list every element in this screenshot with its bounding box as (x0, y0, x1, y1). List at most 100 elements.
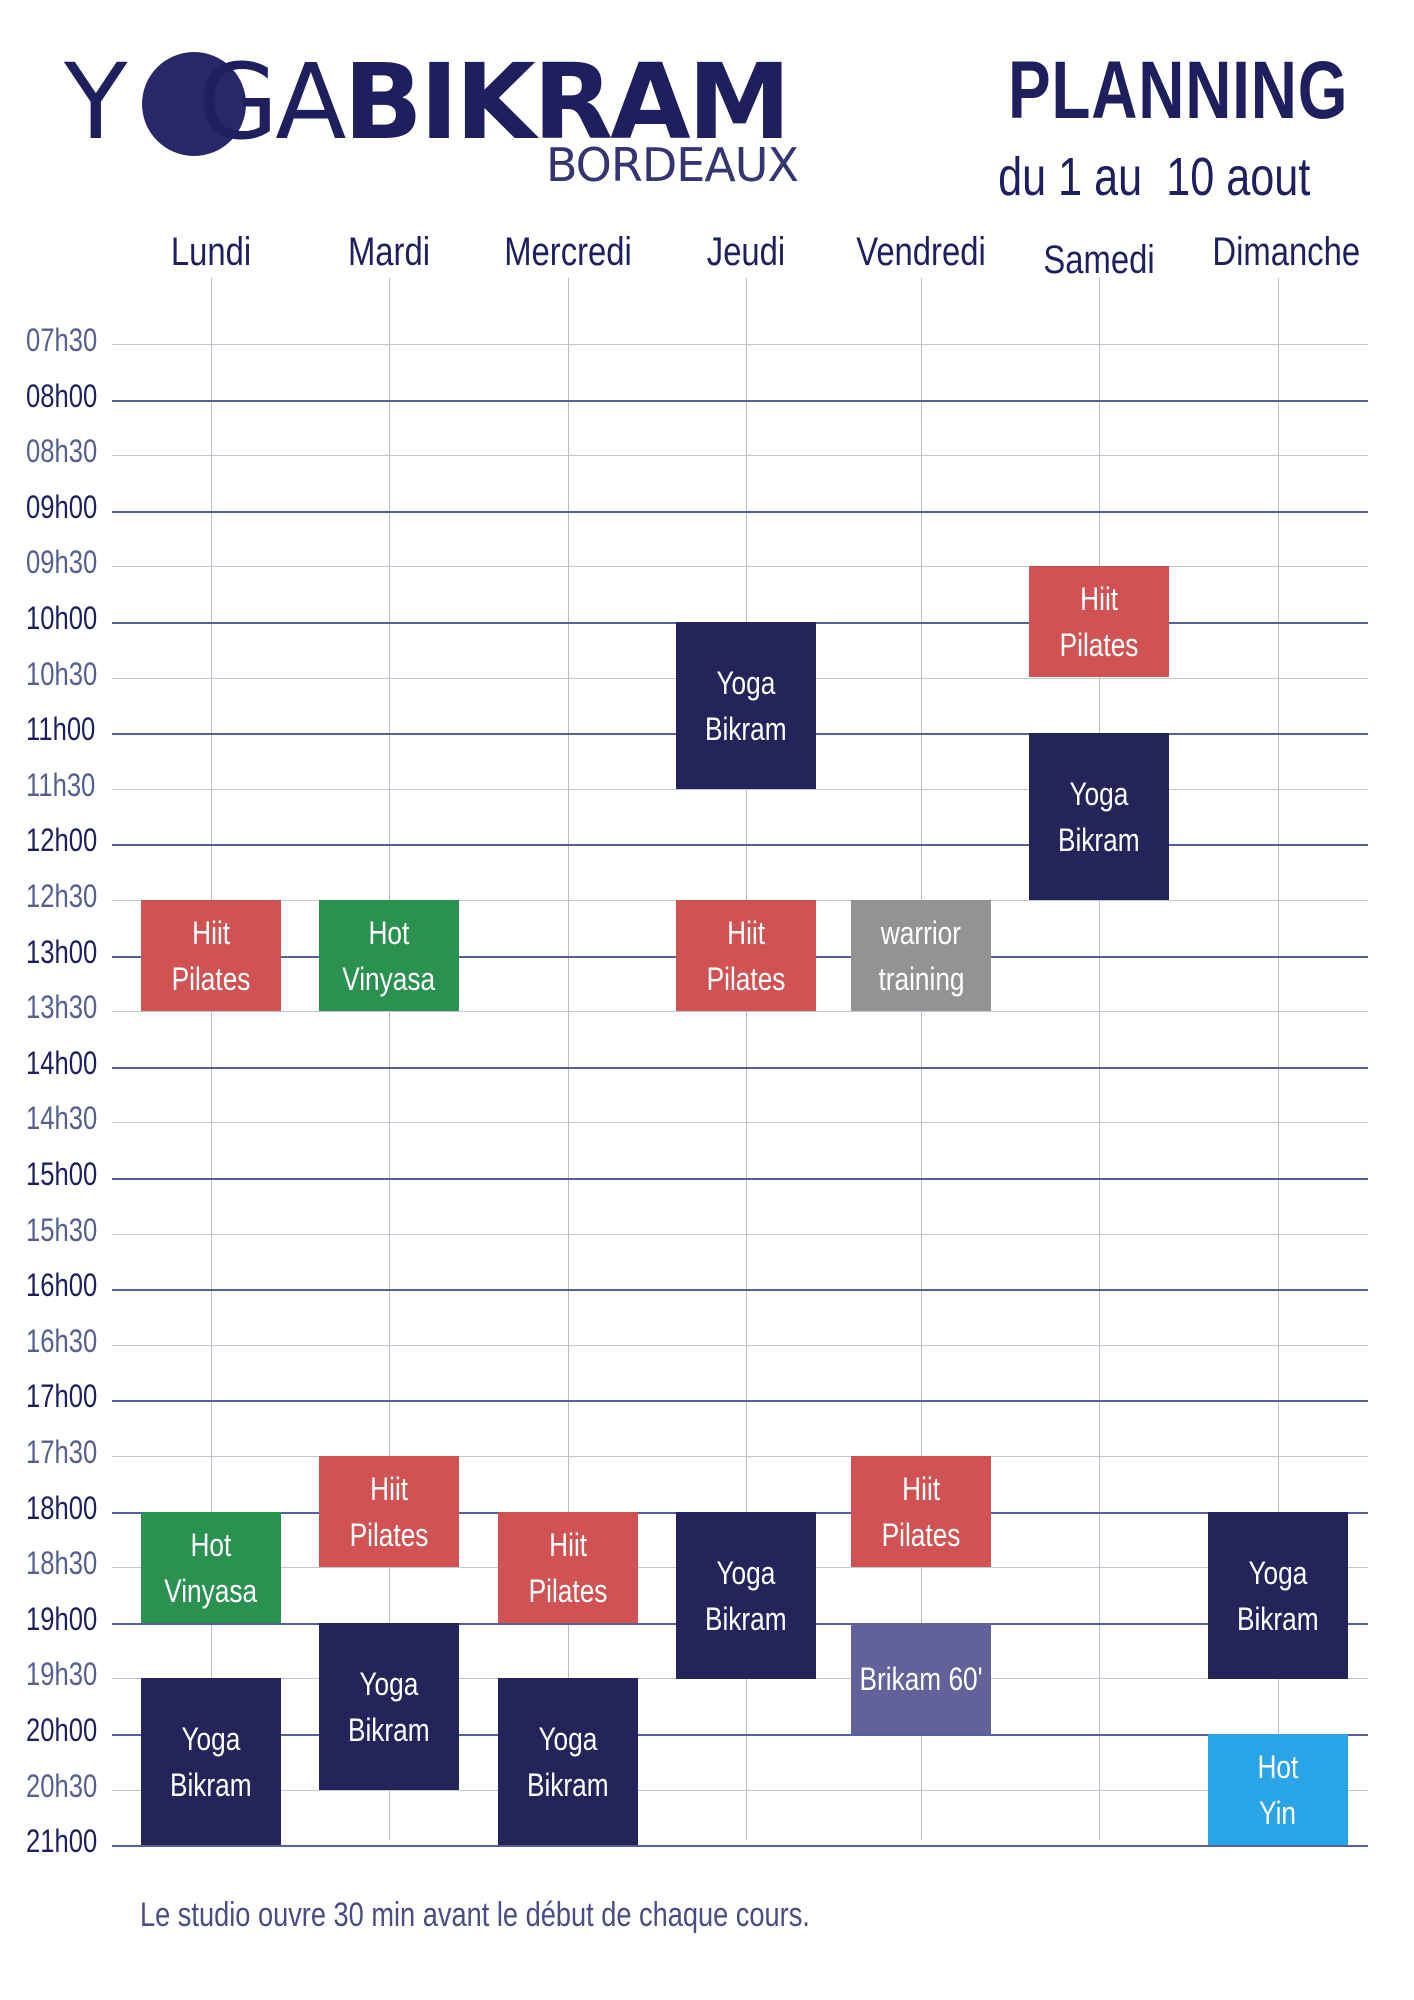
class-label: training (877, 960, 965, 997)
time-row-line (112, 455, 1368, 456)
class-label: Bikram (1058, 821, 1140, 858)
time-row-line (112, 1734, 1368, 1736)
time-label: 09h30 (26, 544, 98, 580)
class-label: Hiit (902, 1470, 940, 1507)
class-label: Bikram (527, 1766, 609, 1803)
time-label: 17h00 (26, 1378, 98, 1414)
day-column-line (746, 278, 747, 1840)
day-header: Samedi (1043, 238, 1155, 282)
class-label: Yoga (181, 1720, 241, 1757)
class-block[interactable]: Hot Vinyasa (319, 900, 459, 1011)
class-block[interactable]: Yoga Bikram (676, 622, 816, 789)
time-row-line (112, 844, 1368, 846)
footer-note: Le studio ouvre 30 min avant le début de… (140, 1896, 810, 1934)
day-column-line (389, 278, 390, 1840)
time-row-line (112, 1456, 1368, 1457)
class-label: Pilates (528, 1572, 608, 1609)
day-header: Lundi (170, 230, 252, 274)
class-label: Bikram (348, 1711, 430, 1748)
logo-wordmark: YOGABIKRAM (64, 50, 791, 154)
class-label: Pilates (171, 960, 251, 997)
class-label: Bikram (170, 1766, 252, 1803)
time-label: 15h00 (26, 1156, 98, 1192)
class-label: Pilates (881, 1516, 961, 1553)
class-block[interactable]: Hot Vinyasa (141, 1512, 281, 1623)
day-header: Mardi (347, 230, 431, 274)
class-block[interactable]: Yoga Bikram (1208, 1512, 1348, 1679)
day-column-line (1099, 278, 1100, 1840)
class-block[interactable]: Yoga Bikram (498, 1678, 638, 1845)
class-label: Yoga (716, 664, 776, 701)
time-label: 17h30 (26, 1434, 98, 1470)
logo-word-y: Y (64, 41, 122, 163)
time-label: 20h00 (26, 1712, 98, 1748)
class-block[interactable]: Hot Yin (1208, 1734, 1348, 1845)
time-row-line (112, 511, 1368, 513)
logo-word-ga: GA (197, 41, 347, 163)
time-row-line (112, 1178, 1368, 1180)
class-block[interactable]: Hiit Pilates (141, 900, 281, 1011)
time-label: 12h30 (26, 878, 98, 914)
class-block[interactable]: Yoga Bikram (141, 1678, 281, 1845)
time-label: 20h30 (26, 1768, 98, 1804)
time-label: 14h30 (26, 1100, 98, 1136)
class-label: Yoga (1069, 775, 1129, 812)
class-label: Hot (1257, 1748, 1299, 1785)
class-label: Yoga (716, 1554, 776, 1591)
class-label: Brikam 60' (859, 1660, 983, 1697)
time-label: 09h00 (26, 489, 98, 525)
class-block[interactable]: Yoga Bikram (1029, 733, 1169, 900)
class-label: Hot (368, 914, 410, 951)
day-column-line (921, 278, 922, 1840)
time-row-line (112, 1790, 1368, 1791)
time-label: 13h00 (26, 934, 98, 970)
day-column-line (1278, 278, 1279, 1840)
class-label: Yin (1259, 1794, 1297, 1831)
class-label: Hiit (192, 914, 230, 951)
time-row-line (112, 566, 1368, 567)
time-label: 18h30 (26, 1545, 98, 1581)
class-label: Hiit (1080, 580, 1118, 617)
class-block[interactable]: warrior training (851, 900, 991, 1011)
class-label: Pilates (1059, 626, 1139, 663)
time-label: 13h30 (26, 989, 98, 1025)
date-range: du 1 au 10 aout (997, 147, 1310, 207)
class-block[interactable]: Hiit Pilates (1029, 566, 1169, 677)
class-label: Yoga (359, 1665, 419, 1702)
class-label: Vinyasa (164, 1572, 258, 1609)
day-header: Vendredi (856, 230, 986, 274)
class-label: Hiit (727, 914, 765, 951)
class-label: Hiit (370, 1470, 408, 1507)
time-row-line (112, 1400, 1368, 1402)
day-column-line (211, 278, 212, 1840)
time-row-line (112, 1345, 1368, 1346)
time-label: 19h30 (26, 1656, 98, 1692)
class-label: Bikram (705, 710, 787, 747)
time-row-line (112, 1122, 1368, 1123)
class-block[interactable]: Hiit Pilates (319, 1456, 459, 1567)
time-label: 07h30 (26, 322, 98, 358)
time-label: 10h30 (26, 656, 98, 692)
class-block[interactable]: Hiit Pilates (498, 1512, 638, 1623)
time-row-line (112, 1289, 1368, 1291)
class-label: Pilates (706, 960, 786, 997)
time-row-line (112, 1234, 1368, 1235)
class-label: Bikram (705, 1600, 787, 1637)
day-column-line (568, 278, 569, 1840)
time-label: 21h00 (26, 1823, 98, 1859)
time-label: 08h00 (26, 378, 98, 414)
time-label: 12h00 (26, 822, 98, 858)
day-header: Mercredi (504, 230, 632, 274)
time-label: 11h30 (26, 767, 96, 803)
logo-word-bikram: BIKRAM (343, 41, 791, 163)
class-label: Vinyasa (342, 960, 436, 997)
time-row-line (112, 1845, 1368, 1847)
class-block[interactable]: Brikam 60' (851, 1623, 991, 1734)
class-block[interactable]: Hiit Pilates (676, 900, 816, 1011)
time-label: 14h00 (26, 1045, 98, 1081)
class-block[interactable]: Hiit Pilates (851, 1456, 991, 1567)
class-block[interactable]: Yoga Bikram (319, 1623, 459, 1790)
class-block[interactable]: Yoga Bikram (676, 1512, 816, 1679)
logo-city: BORDEAUX (545, 138, 799, 192)
time-label: 15h30 (26, 1212, 98, 1248)
